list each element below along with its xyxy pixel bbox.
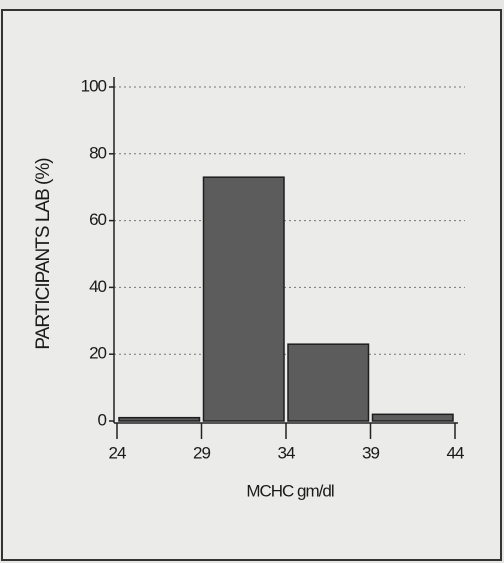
x-axis-label: MCHC gm/dl: [246, 481, 334, 500]
y-axis-label: PARTICIPANTS LAB (%): [33, 158, 54, 350]
x-tick-label: 24: [109, 443, 126, 462]
y-tick-label: 60: [89, 210, 106, 229]
bar: [202, 176, 285, 422]
bar: [371, 413, 454, 422]
y-tick-label: 0: [98, 410, 107, 429]
y-tick-label: 100: [81, 76, 107, 95]
x-tick-label: 44: [447, 443, 464, 462]
bar: [287, 343, 370, 422]
x-tick-label: 34: [278, 443, 295, 462]
y-tick-label: 40: [89, 277, 106, 296]
x-tick-label: 39: [362, 443, 379, 462]
x-tick-label: 29: [193, 443, 210, 462]
bar: [118, 416, 201, 422]
y-tick-label: 80: [89, 143, 106, 162]
y-tick-label: 20: [89, 344, 106, 363]
